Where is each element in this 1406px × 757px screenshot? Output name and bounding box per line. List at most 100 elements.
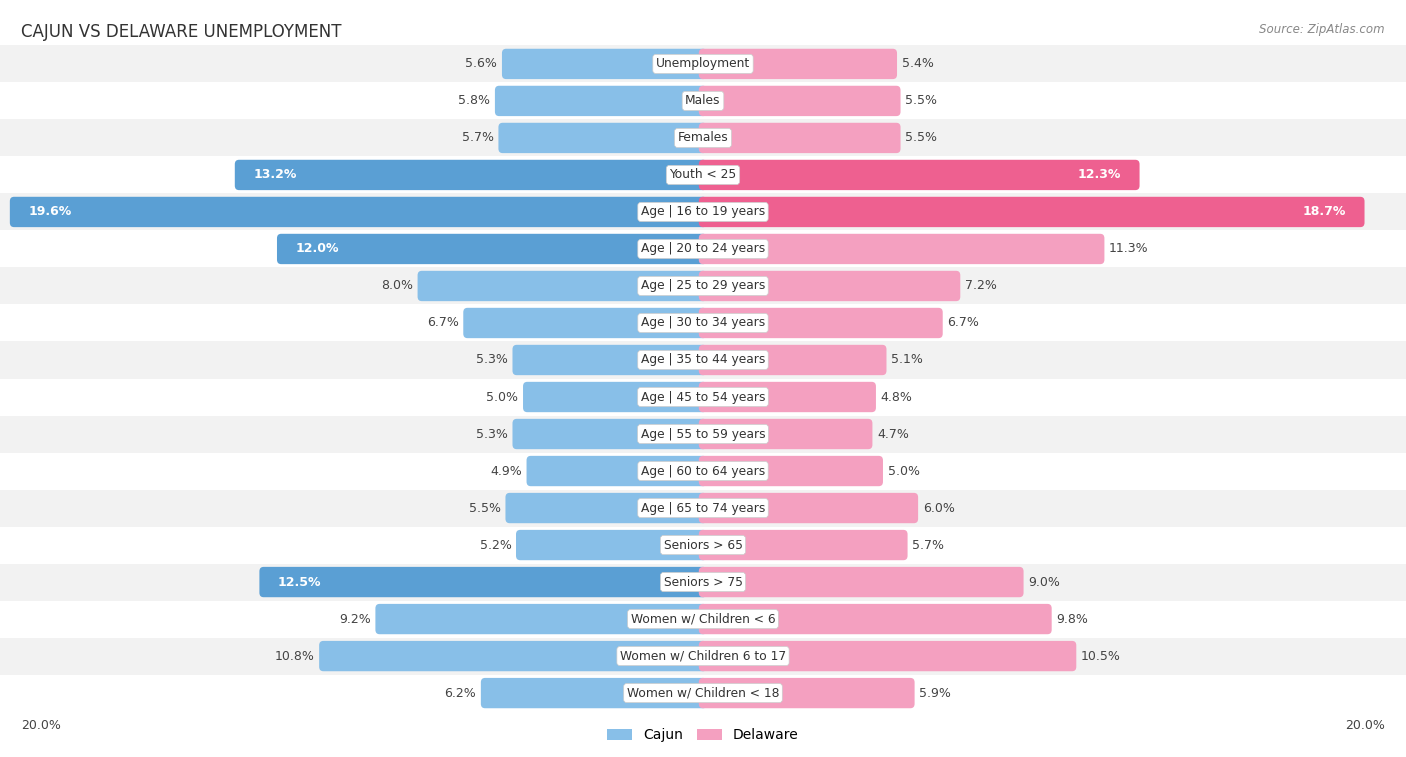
- Text: 7.2%: 7.2%: [965, 279, 997, 292]
- FancyBboxPatch shape: [699, 641, 1077, 671]
- FancyBboxPatch shape: [699, 604, 1052, 634]
- FancyBboxPatch shape: [418, 271, 707, 301]
- FancyBboxPatch shape: [699, 48, 897, 79]
- FancyBboxPatch shape: [699, 308, 942, 338]
- Text: 5.4%: 5.4%: [901, 58, 934, 70]
- Bar: [0, 45, 1406, 83]
- Bar: [0, 490, 1406, 527]
- FancyBboxPatch shape: [235, 160, 707, 190]
- FancyBboxPatch shape: [502, 48, 707, 79]
- FancyBboxPatch shape: [699, 493, 918, 523]
- FancyBboxPatch shape: [699, 234, 1105, 264]
- FancyBboxPatch shape: [699, 419, 872, 449]
- Text: 5.0%: 5.0%: [486, 391, 519, 403]
- Bar: [0, 267, 1406, 304]
- Text: 5.8%: 5.8%: [458, 95, 491, 107]
- Text: 10.8%: 10.8%: [274, 650, 315, 662]
- Text: Seniors > 65: Seniors > 65: [664, 538, 742, 552]
- Bar: [0, 83, 1406, 120]
- Text: 12.5%: 12.5%: [278, 575, 321, 588]
- Text: Age | 30 to 34 years: Age | 30 to 34 years: [641, 316, 765, 329]
- Text: 10.5%: 10.5%: [1081, 650, 1121, 662]
- Text: 18.7%: 18.7%: [1303, 205, 1347, 219]
- FancyBboxPatch shape: [277, 234, 707, 264]
- FancyBboxPatch shape: [10, 197, 707, 227]
- Text: Age | 25 to 29 years: Age | 25 to 29 years: [641, 279, 765, 292]
- FancyBboxPatch shape: [499, 123, 707, 153]
- Text: 5.2%: 5.2%: [479, 538, 512, 552]
- Bar: [0, 157, 1406, 194]
- Text: 5.3%: 5.3%: [477, 428, 508, 441]
- Text: 20.0%: 20.0%: [21, 719, 60, 732]
- Text: 4.9%: 4.9%: [491, 465, 522, 478]
- FancyBboxPatch shape: [523, 382, 707, 412]
- FancyBboxPatch shape: [527, 456, 707, 486]
- Text: Age | 60 to 64 years: Age | 60 to 64 years: [641, 465, 765, 478]
- Text: Males: Males: [685, 95, 721, 107]
- Text: 6.0%: 6.0%: [922, 502, 955, 515]
- Text: Age | 45 to 54 years: Age | 45 to 54 years: [641, 391, 765, 403]
- Bar: [0, 637, 1406, 674]
- FancyBboxPatch shape: [699, 530, 908, 560]
- FancyBboxPatch shape: [699, 123, 901, 153]
- Text: 4.7%: 4.7%: [877, 428, 908, 441]
- Text: Age | 65 to 74 years: Age | 65 to 74 years: [641, 502, 765, 515]
- Text: 8.0%: 8.0%: [381, 279, 413, 292]
- Text: 12.3%: 12.3%: [1078, 169, 1122, 182]
- Text: Age | 16 to 19 years: Age | 16 to 19 years: [641, 205, 765, 219]
- Text: 5.1%: 5.1%: [891, 354, 922, 366]
- Text: 6.2%: 6.2%: [444, 687, 477, 699]
- FancyBboxPatch shape: [699, 382, 876, 412]
- Bar: [0, 194, 1406, 230]
- FancyBboxPatch shape: [699, 678, 915, 709]
- Text: Seniors > 75: Seniors > 75: [664, 575, 742, 588]
- Text: Unemployment: Unemployment: [655, 58, 751, 70]
- FancyBboxPatch shape: [699, 160, 1140, 190]
- FancyBboxPatch shape: [319, 641, 707, 671]
- Bar: [0, 341, 1406, 378]
- Bar: [0, 378, 1406, 416]
- FancyBboxPatch shape: [375, 604, 707, 634]
- Bar: [0, 416, 1406, 453]
- FancyBboxPatch shape: [506, 493, 707, 523]
- Text: 5.3%: 5.3%: [477, 354, 508, 366]
- Text: 11.3%: 11.3%: [1109, 242, 1149, 255]
- FancyBboxPatch shape: [464, 308, 707, 338]
- Text: Source: ZipAtlas.com: Source: ZipAtlas.com: [1260, 23, 1385, 36]
- FancyBboxPatch shape: [481, 678, 707, 709]
- FancyBboxPatch shape: [699, 271, 960, 301]
- Text: 5.7%: 5.7%: [912, 538, 945, 552]
- FancyBboxPatch shape: [516, 530, 707, 560]
- Text: 9.8%: 9.8%: [1056, 612, 1088, 625]
- FancyBboxPatch shape: [699, 197, 1364, 227]
- Text: 5.5%: 5.5%: [905, 95, 938, 107]
- Text: Females: Females: [678, 132, 728, 145]
- Text: 20.0%: 20.0%: [1346, 719, 1385, 732]
- Text: 5.6%: 5.6%: [465, 58, 498, 70]
- FancyBboxPatch shape: [495, 86, 707, 116]
- Text: Youth < 25: Youth < 25: [669, 169, 737, 182]
- Text: 19.6%: 19.6%: [28, 205, 72, 219]
- Text: 5.0%: 5.0%: [887, 465, 920, 478]
- Text: 5.7%: 5.7%: [461, 132, 494, 145]
- Bar: [0, 304, 1406, 341]
- Text: Age | 55 to 59 years: Age | 55 to 59 years: [641, 428, 765, 441]
- Text: 9.0%: 9.0%: [1028, 575, 1060, 588]
- Text: 5.5%: 5.5%: [468, 502, 501, 515]
- FancyBboxPatch shape: [260, 567, 707, 597]
- Text: 4.8%: 4.8%: [880, 391, 912, 403]
- Text: Age | 35 to 44 years: Age | 35 to 44 years: [641, 354, 765, 366]
- FancyBboxPatch shape: [699, 456, 883, 486]
- Text: Women w/ Children < 6: Women w/ Children < 6: [631, 612, 775, 625]
- Text: 13.2%: 13.2%: [253, 169, 297, 182]
- Text: Age | 20 to 24 years: Age | 20 to 24 years: [641, 242, 765, 255]
- Bar: [0, 600, 1406, 637]
- Text: 6.7%: 6.7%: [427, 316, 458, 329]
- Text: 6.7%: 6.7%: [948, 316, 979, 329]
- Legend: Cajun, Delaware: Cajun, Delaware: [607, 728, 799, 743]
- FancyBboxPatch shape: [699, 86, 901, 116]
- Text: Women w/ Children 6 to 17: Women w/ Children 6 to 17: [620, 650, 786, 662]
- Text: 9.2%: 9.2%: [339, 612, 371, 625]
- Text: 5.9%: 5.9%: [920, 687, 950, 699]
- FancyBboxPatch shape: [699, 345, 886, 375]
